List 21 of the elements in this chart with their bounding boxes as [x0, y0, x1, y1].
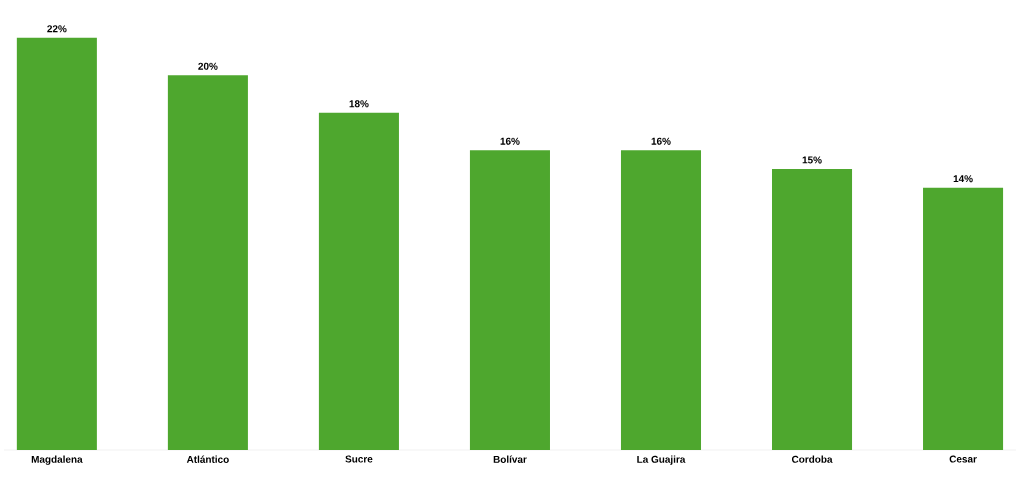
data-label: 16%: [651, 137, 671, 145]
x-tick-label: Cordoba: [791, 455, 833, 463]
data-label: 18%: [349, 100, 369, 108]
bar: [772, 168, 853, 450]
x-tick-label: Bolívar: [493, 455, 527, 463]
data-label: 15%: [802, 156, 822, 164]
bar: [318, 112, 399, 450]
data-label: 20%: [198, 62, 218, 70]
bar: [167, 75, 248, 450]
bar: [469, 150, 550, 450]
x-tick-label: La Guajira: [637, 455, 686, 465]
x-tick-label: Atlántico: [186, 455, 229, 463]
bar: [16, 37, 97, 450]
x-tick-label: Cesar: [949, 455, 977, 463]
bar: [620, 150, 702, 450]
data-label: 22%: [47, 25, 67, 33]
x-tick-label: Magdalena: [31, 455, 83, 465]
bar: [923, 187, 1004, 450]
x-tick-label: Sucre: [345, 455, 373, 463]
data-label: 16%: [500, 137, 520, 145]
data-label: 14%: [953, 175, 973, 183]
